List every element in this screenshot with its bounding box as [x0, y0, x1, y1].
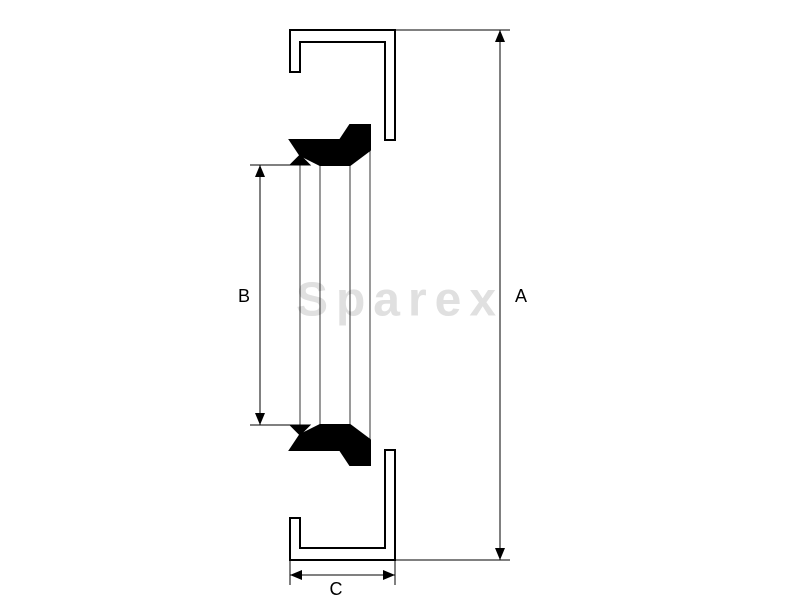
dimension-B: B: [238, 165, 290, 425]
label-B: B: [238, 286, 250, 306]
upper-profile: [290, 30, 395, 165]
hidden-lines: [300, 150, 370, 440]
dimension-A: A: [395, 30, 527, 560]
label-A: A: [515, 286, 527, 306]
dimension-C: C: [290, 560, 395, 599]
lower-profile: [290, 425, 395, 560]
seal-diagram: A B C: [0, 0, 800, 600]
label-C: C: [330, 579, 343, 599]
